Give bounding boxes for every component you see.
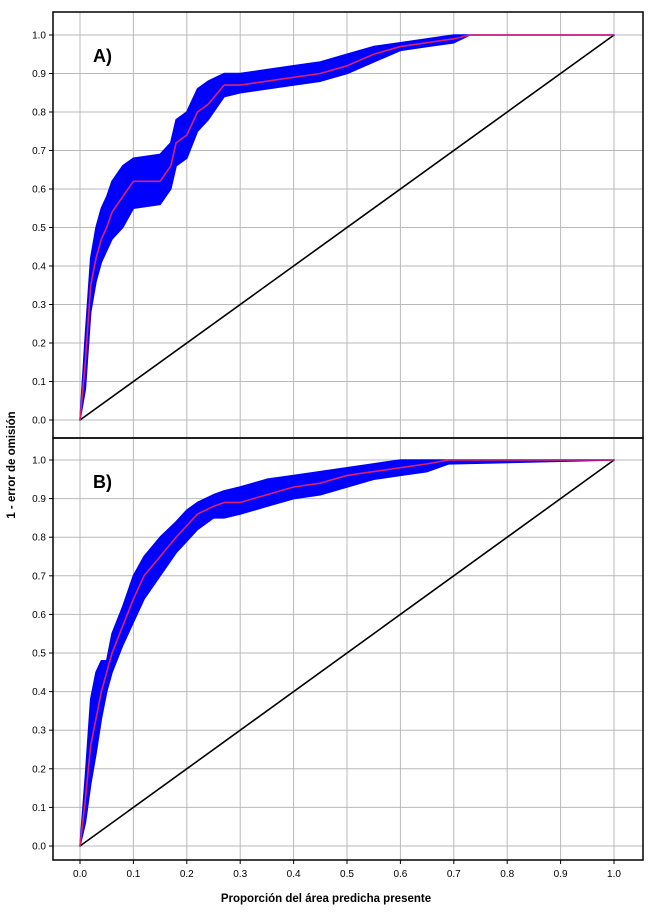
x-tick-label: 0.2 xyxy=(180,869,194,880)
x-tick-label: 0.5 xyxy=(340,869,354,880)
random-reference-line xyxy=(79,459,615,847)
y-tick-label: 0.2 xyxy=(32,339,46,350)
y-tick-label: 0.9 xyxy=(32,69,46,80)
x-tick-label: 0.6 xyxy=(393,869,407,880)
y-tick-label: 1.0 xyxy=(32,456,46,467)
y-tick-label: 0.0 xyxy=(32,842,46,853)
mean-roc-line xyxy=(79,34,614,421)
y-tick-label: 0.5 xyxy=(32,223,46,234)
x-tick-label: 0.9 xyxy=(554,869,568,880)
y-tick-label: 0.8 xyxy=(32,108,46,119)
y-tick-label: 0.7 xyxy=(32,571,46,582)
panel-label: A) xyxy=(93,46,112,66)
plot-frame xyxy=(52,437,644,861)
y-tick-label: 0.1 xyxy=(32,803,46,814)
y-tick-label: 0.7 xyxy=(32,146,46,157)
x-tick-label: 0.3 xyxy=(233,869,247,880)
x-tick-label: 0.8 xyxy=(500,869,514,880)
y-tick-label: 0.8 xyxy=(32,533,46,544)
x-tick-label: 0.0 xyxy=(73,869,87,880)
y-axis-title: 1 - error de omisión xyxy=(6,411,18,518)
y-tick-label: 0.4 xyxy=(32,262,46,273)
x-tick-label: 1.0 xyxy=(607,869,621,880)
y-tick-label: 0.0 xyxy=(32,416,46,427)
y-tick-label: 0.9 xyxy=(32,494,46,505)
y-tick-label: 0.2 xyxy=(32,764,46,775)
y-tick-label: 0.1 xyxy=(32,377,46,388)
y-tick-label: 0.5 xyxy=(32,649,46,660)
panel-b: 0.0 0.1 0.2 0.3 0.4 0.5 0.6 0.7 0.8 0.9 1.0 0.0 0.1 0… xyxy=(32,437,644,880)
x-tick-label: 0.1 xyxy=(126,869,140,880)
mean-roc-line xyxy=(79,459,614,847)
x-axis-title: Proporción del área predicha presente xyxy=(221,893,431,905)
panel-label: B) xyxy=(93,472,112,492)
y-tick-label: 0.4 xyxy=(32,687,46,698)
y-tick-label: 1.0 xyxy=(32,31,46,42)
panel-a: 0.0 0.1 0.2 0.3 0.4 0.5 0.6 0.7 0.8 0.9 1.0 A) xyxy=(32,11,644,439)
y-tick-label: 0.6 xyxy=(32,610,46,621)
panels: 0.00.10.20.30.40.50.60.70.80.91.0A)0.00.… xyxy=(32,11,644,880)
plot-frame xyxy=(52,11,644,439)
x-tick-label: 0.7 xyxy=(447,869,461,880)
y-tick-label: 0.3 xyxy=(32,726,46,737)
y-tick-label: 0.3 xyxy=(32,300,46,311)
x-tick-label: 0.4 xyxy=(287,869,301,880)
random-reference-line xyxy=(79,34,615,421)
y-tick-label: 0.6 xyxy=(32,185,46,196)
